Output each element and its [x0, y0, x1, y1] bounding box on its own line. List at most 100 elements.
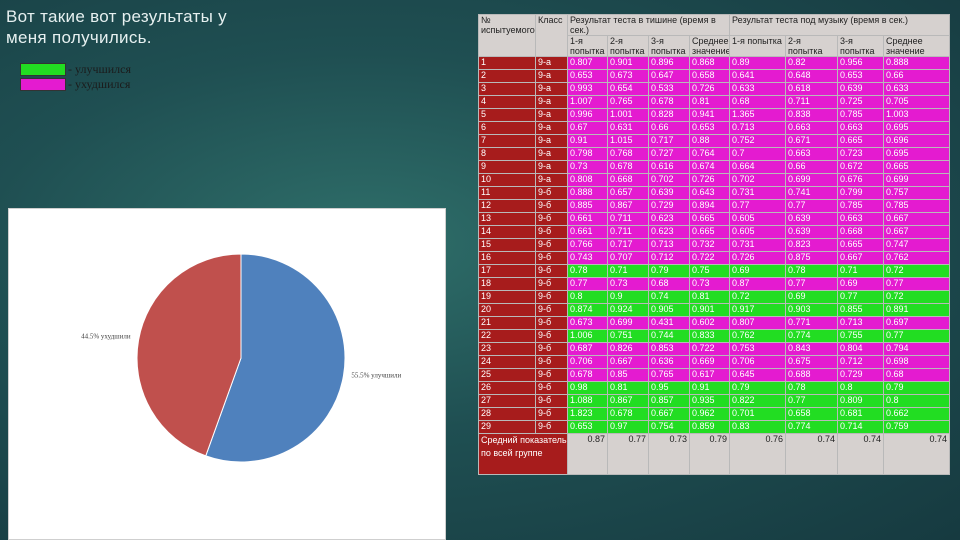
music-value-cell: 0.698 — [883, 355, 951, 369]
music-value-cell: 0.645 — [729, 368, 787, 382]
silence-value-cell: 0.74 — [648, 290, 690, 304]
music-value-cell: 0.695 — [883, 121, 951, 135]
subject-number-cell: 29 — [478, 420, 536, 434]
silence-value-cell: 0.77 — [567, 277, 608, 291]
music-value-cell: 0.752 — [729, 134, 787, 148]
music-value-cell: 0.843 — [785, 342, 839, 356]
music-value-cell: 0.77 — [785, 394, 839, 408]
class-cell: 9-а — [535, 69, 568, 83]
subject-number-cell: 17 — [478, 264, 536, 278]
music-value-cell: 0.7 — [729, 147, 787, 161]
silence-value-cell: 0.88 — [688, 134, 731, 148]
subject-number-cell: 18 — [478, 277, 536, 291]
music-value-cell: 0.648 — [785, 69, 839, 83]
silence-value-cell: 0.888 — [567, 186, 608, 200]
silence-value-cell: 0.993 — [567, 82, 608, 96]
music-value-cell: 0.69 — [729, 264, 787, 278]
silence-value-cell: 0.654 — [607, 82, 649, 96]
table-row: 19 9-б 0.8 0.9 0.74 0.81 0.72 0.69 0.77 0.72 — [478, 290, 951, 304]
table-row: 11 9-б 0.888 0.657 0.639 0.643 0.731 0.741 0.799… — [478, 186, 951, 200]
silence-value-cell: 0.91 — [567, 134, 608, 148]
subject-number-cell: 9 — [478, 160, 536, 174]
header-silence: Результат теста в тишине (время в сек.) — [566, 14, 731, 36]
silence-value-cell: 0.631 — [607, 121, 649, 135]
silence-value-cell: 0.744 — [648, 329, 690, 343]
silence-value-cell: 0.853 — [648, 342, 690, 356]
silence-value-cell: 0.639 — [648, 186, 690, 200]
silence-value-cell: 0.653 — [567, 69, 608, 83]
silence-value-cell: 0.668 — [607, 173, 649, 187]
silence-value-cell: 0.707 — [607, 251, 649, 265]
silence-value-cell: 0.73 — [607, 277, 649, 291]
music-value-cell: 0.757 — [883, 186, 951, 200]
silence-value-cell: 0.431 — [648, 316, 690, 330]
music-value-cell: 0.77 — [883, 277, 951, 291]
table-row: 28 9-б 1.823 0.678 0.667 0.962 0.701 0.658 0.681… — [478, 407, 951, 421]
music-value-cell: 0.681 — [837, 407, 885, 421]
class-cell: 9-а — [535, 160, 568, 174]
table-row: 16 9-б 0.743 0.707 0.712 0.722 0.726 0.875 0.667… — [478, 251, 951, 265]
silence-value-cell: 0.653 — [688, 121, 731, 135]
silence-value-cell: 0.867 — [607, 199, 649, 213]
music-value-cell: 0.653 — [837, 69, 885, 83]
silence-value-cell: 0.71 — [607, 264, 649, 278]
pie-slice-improved — [205, 253, 346, 463]
music-value-cell: 0.888 — [883, 56, 951, 70]
silence-value-cell: 0.661 — [567, 212, 608, 226]
music-value-cell: 0.667 — [883, 212, 951, 226]
music-value-cell: 0.66 — [785, 160, 839, 174]
music-value-cell: 0.72 — [883, 290, 951, 304]
silence-value-cell: 0.699 — [607, 316, 649, 330]
music-value-cell: 0.668 — [837, 225, 885, 239]
subject-number-cell: 13 — [478, 212, 536, 226]
subject-number-cell: 16 — [478, 251, 536, 265]
class-cell: 9-б — [535, 329, 568, 343]
silence-value-cell: 0.79 — [648, 264, 690, 278]
silence-value-cell: 0.826 — [607, 342, 649, 356]
silence-value-cell: 1.015 — [607, 134, 649, 148]
table-row: 26 9-б 0.98 0.81 0.95 0.91 0.79 0.78 0.8 0.79 — [478, 381, 951, 395]
class-cell: 9-б — [535, 342, 568, 356]
silence-value-cell: 0.717 — [607, 238, 649, 252]
table-row: 27 9-б 1.088 0.867 0.857 0.935 0.822 0.77 0.809 0… — [478, 394, 951, 408]
pie-slice-label: 55.5% улучшили — [351, 371, 401, 379]
music-value-cell: 0.701 — [729, 407, 787, 421]
music-value-cell: 0.8 — [883, 394, 951, 408]
music-value-cell: 0.671 — [785, 134, 839, 148]
music-value-cell: 0.804 — [837, 342, 885, 356]
silence-value-cell: 0.68 — [648, 277, 690, 291]
music-value-cell: 0.711 — [785, 95, 839, 109]
silence-value-cell: 0.636 — [648, 355, 690, 369]
music-value-cell: 0.667 — [883, 225, 951, 239]
silence-value-cell: 0.727 — [648, 147, 690, 161]
music-value-cell: 0.663 — [837, 212, 885, 226]
silence-value-cell: 0.678 — [607, 407, 649, 421]
silence-value-cell: 0.726 — [688, 173, 731, 187]
subject-number-cell: 2 — [478, 69, 536, 83]
table-row: 1 9-а 0.807 0.901 0.896 0.868 0.89 0.82 0.956 0.8… — [478, 56, 951, 70]
silence-value-cell: 0.996 — [567, 108, 608, 122]
music-value-cell: 0.68 — [883, 368, 951, 382]
class-cell: 9-а — [535, 95, 568, 109]
table-row: 12 9-б 0.885 0.867 0.729 0.894 0.77 0.77 0.785 0.… — [478, 199, 951, 213]
music-value-cell: 0.68 — [729, 95, 787, 109]
subject-number-cell: 10 — [478, 173, 536, 187]
class-cell: 9-б — [535, 316, 568, 330]
table-row: 14 9-б 0.661 0.711 0.623 0.665 0.605 0.639 0.668… — [478, 225, 951, 239]
music-value-cell: 0.78 — [785, 381, 839, 395]
silence-value-cell: 0.935 — [688, 394, 731, 408]
header-silence-try1: 1-я попытка — [567, 35, 608, 57]
table-row: 23 9-б 0.687 0.826 0.853 0.722 0.753 0.843 0.804… — [478, 342, 951, 356]
class-cell: 9-б — [535, 355, 568, 369]
silence-average-cell: 0.87 — [567, 433, 608, 475]
class-cell: 9-б — [535, 290, 568, 304]
music-value-cell: 0.639 — [837, 82, 885, 96]
silence-value-cell: 0.661 — [567, 225, 608, 239]
silence-value-cell: 0.602 — [688, 316, 731, 330]
music-value-cell: 0.785 — [837, 108, 885, 122]
subject-number-cell: 15 — [478, 238, 536, 252]
music-value-cell: 0.956 — [837, 56, 885, 70]
pie-chart-panel: 55.5% улучшили 44.5% ухудшили — [8, 208, 446, 540]
silence-value-cell: 0.732 — [688, 238, 731, 252]
music-value-cell: 0.77 — [785, 277, 839, 291]
